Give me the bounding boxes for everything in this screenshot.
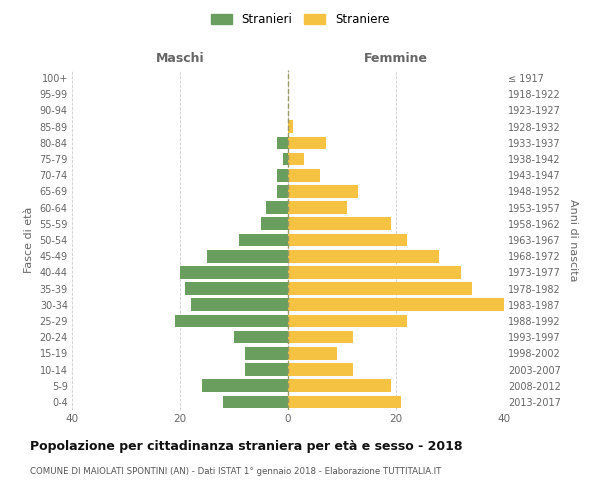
Bar (288, 185, 358, 198)
Bar (288, 396, 401, 408)
Bar (283, 152, 288, 166)
Bar (288, 331, 353, 344)
Bar (288, 234, 407, 246)
Bar (288, 380, 391, 392)
Bar (185, 282, 288, 295)
Bar (245, 363, 288, 376)
Bar (288, 282, 472, 295)
Bar (288, 250, 439, 262)
Bar (288, 120, 293, 133)
Bar (223, 396, 288, 408)
Bar (266, 202, 288, 214)
Text: Femmine: Femmine (364, 52, 428, 65)
Bar (202, 380, 288, 392)
Bar (207, 250, 288, 262)
Bar (288, 347, 337, 360)
Bar (288, 314, 407, 328)
Bar (239, 234, 288, 246)
Text: COMUNE DI MAIOLATI SPONTINI (AN) - Dati ISTAT 1° gennaio 2018 - Elaborazione TUT: COMUNE DI MAIOLATI SPONTINI (AN) - Dati … (30, 468, 442, 476)
Bar (277, 185, 288, 198)
Bar (288, 218, 391, 230)
Y-axis label: Fasce di età: Fasce di età (24, 207, 34, 273)
Bar (288, 363, 353, 376)
Bar (288, 266, 461, 278)
Legend: Stranieri, Straniere: Stranieri, Straniere (206, 8, 394, 31)
Bar (277, 136, 288, 149)
Bar (288, 298, 504, 311)
Bar (277, 169, 288, 181)
Bar (288, 136, 326, 149)
Bar (288, 202, 347, 214)
Text: Maschi: Maschi (155, 52, 205, 65)
Bar (261, 218, 288, 230)
Bar (191, 298, 288, 311)
Bar (234, 331, 288, 344)
Bar (288, 169, 320, 181)
Y-axis label: Anni di nascita: Anni di nascita (568, 198, 578, 281)
Bar (288, 152, 304, 166)
Text: Popolazione per cittadinanza straniera per età e sesso - 2018: Popolazione per cittadinanza straniera p… (30, 440, 463, 453)
Bar (175, 314, 288, 328)
Bar (180, 266, 288, 278)
Bar (245, 347, 288, 360)
